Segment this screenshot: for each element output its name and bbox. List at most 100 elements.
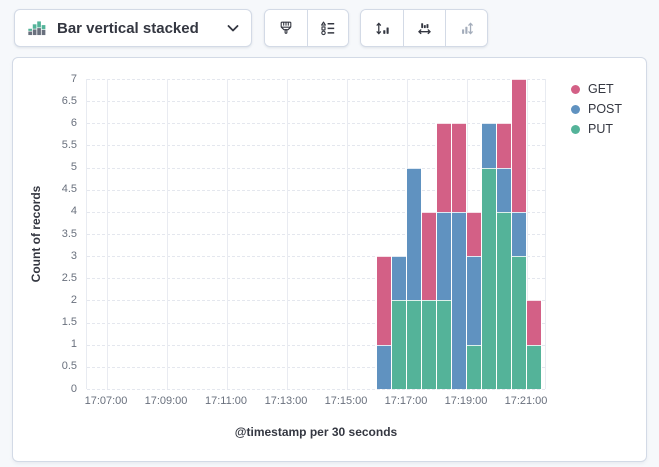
chart-type-dropdown[interactable]: Bar vertical stacked [14,9,252,47]
stacked-bar[interactable] [392,79,406,389]
y-tick-label: 1 [70,338,77,351]
bar-segment-put[interactable] [512,256,526,389]
bar-segment-post[interactable] [407,167,421,301]
legend-label: PUT [588,122,613,136]
x-gridline [227,79,228,389]
legend-dot-icon [571,124,580,134]
stacked-bar[interactable] [497,79,511,389]
bar-segment-put[interactable] [482,167,496,389]
visual-options-button[interactable] [265,10,307,46]
y-gridline [87,344,545,346]
y-tick-label: 6.5 [61,94,77,107]
y-gridline [87,234,545,235]
y-gridline [87,145,545,147]
x-axis-title: @timestamp per 30 seconds [234,425,398,439]
stacked-bar[interactable] [452,79,466,389]
stacked-bar[interactable] [482,79,496,389]
y-tick-label: 3 [70,249,77,262]
axis-vertical-expand-icon [374,20,391,37]
bar-segment-post[interactable] [452,211,466,389]
y-tick-label: 7 [70,72,77,85]
bar-segment-post[interactable] [512,211,526,257]
left-axis-settings-button[interactable] [361,10,403,46]
bar-segment-put[interactable] [437,300,451,389]
bar-segment-put[interactable] [422,300,436,389]
stacked-bar[interactable] [407,79,421,389]
bar-segment-post[interactable] [497,167,511,212]
legend-label: GET [588,82,614,96]
bar-segment-post[interactable] [467,256,481,345]
legend-settings-button[interactable] [306,10,348,46]
bar-segment-get[interactable] [377,256,391,345]
y-tick-label: 4.5 [61,183,77,196]
stacked-bar[interactable] [512,79,526,389]
x-tick-label: 17:15:00 [324,395,368,407]
y-gridline [87,322,545,324]
y-gridline [87,389,545,390]
bar-segment-put[interactable] [407,300,421,389]
axis-right-vertical-icon [458,20,475,37]
bar-segment-put[interactable] [527,344,541,389]
x-tick-label: 17:19:00 [444,395,488,407]
y-gridline [87,101,545,103]
y-tick-label: 5 [70,161,77,174]
y-tick-label: 6 [70,116,77,129]
legend-item-put[interactable]: PUT [571,119,622,139]
y-gridline [87,211,545,213]
y-tick-label: 2.5 [61,271,77,284]
legend-dot-icon [571,84,580,94]
y-tick-label: 1.5 [61,316,77,329]
bar-segment-post[interactable] [482,123,496,168]
bar-segment-put[interactable] [497,211,511,389]
y-tick-label: 0 [70,382,77,395]
y-gridline [87,189,545,191]
stacked-bar[interactable] [527,79,541,389]
chart-type-label: Bar vertical stacked [57,19,199,37]
bar-segment-get[interactable] [422,211,436,301]
legend-dot-icon [571,104,580,114]
legend-label: POST [588,102,623,116]
legend-item-post[interactable]: POST [571,99,622,119]
bar-segment-put[interactable] [467,344,481,389]
bar-segment-put[interactable] [392,300,406,389]
stacked-bar[interactable] [377,79,391,389]
x-tick-label: 17:21:00 [504,395,548,407]
stacked-bar[interactable] [467,79,481,389]
bar-segment-get[interactable] [452,123,466,212]
bar-segment-post[interactable] [437,211,451,301]
right-axis-settings-button[interactable] [445,10,487,46]
x-gridline [167,79,168,389]
bar-segment-get[interactable] [497,123,511,168]
y-gridline [87,256,545,258]
x-gridline [347,79,348,389]
bar-segment-post[interactable] [377,344,391,389]
y-gridline [87,366,545,368]
bar-segment-get[interactable] [512,79,526,212]
toolbar: Bar vertical stacked [0,0,659,56]
x-gridline [287,79,288,389]
style-button-group [264,9,349,47]
legend-item-get[interactable]: GET [571,79,622,99]
chevron-down-icon [227,24,239,32]
stacked-bar[interactable] [437,79,451,389]
y-gridline [87,167,545,169]
legend: GET POST PUT [571,79,622,139]
y-gridline [87,79,545,80]
y-tick-label: 3.5 [61,227,77,240]
bar-segment-get[interactable] [467,211,481,257]
axis-horizontal-expand-icon [416,20,433,37]
x-gridline [527,79,528,389]
y-gridline [87,123,545,125]
x-tick-label: 17:11:00 [204,395,247,407]
bottom-axis-settings-button[interactable] [403,10,445,46]
paintbrush-icon [278,20,294,36]
y-gridline [87,278,545,280]
bar-segment-get[interactable] [437,123,451,212]
y-tick-label: 4 [70,205,77,218]
bar-segment-post[interactable] [392,256,406,301]
x-tick-label: 17:17:00 [384,395,428,407]
bar-segment-get[interactable] [527,300,541,345]
y-tick-label: 2 [70,293,77,306]
stacked-bar[interactable] [422,79,436,389]
x-gridline [107,79,108,389]
